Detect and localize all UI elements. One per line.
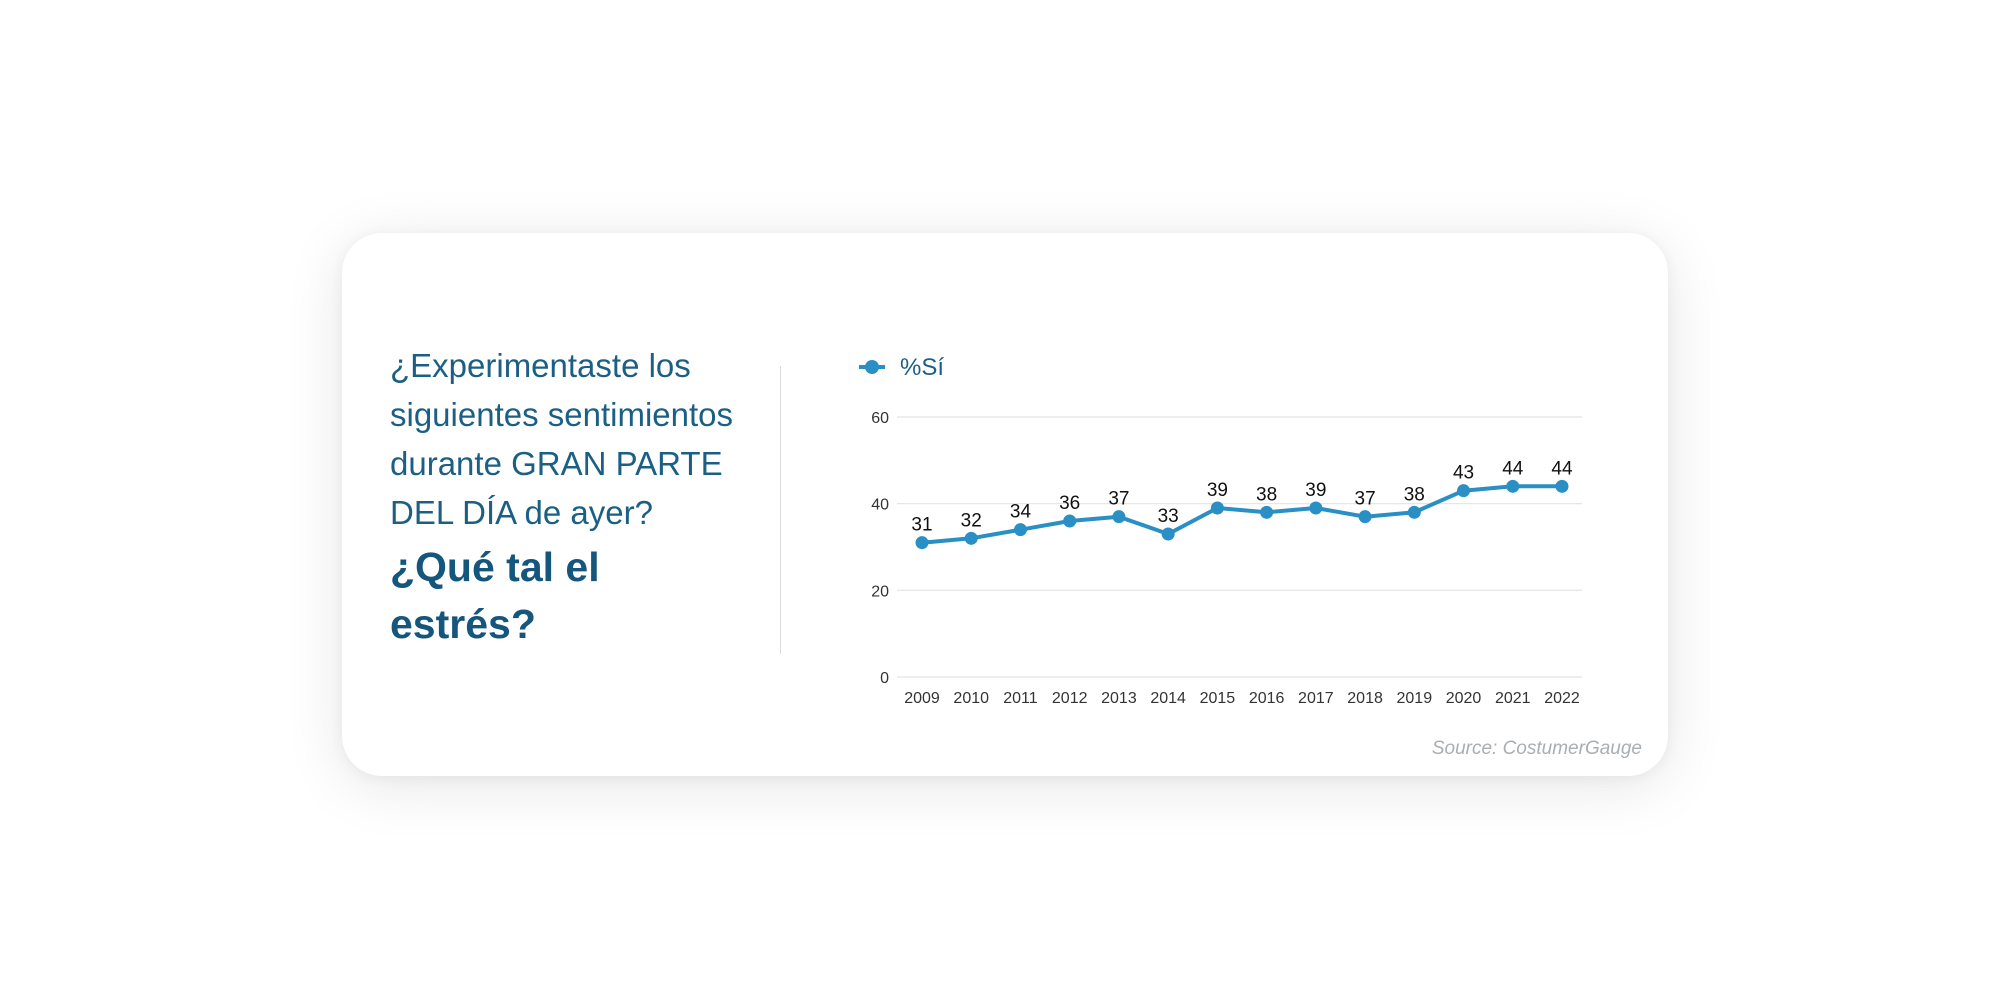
data-label: 34 [1010, 502, 1032, 523]
x-tick-label: 2020 [1446, 690, 1482, 707]
data-point [1457, 484, 1471, 498]
data-label: 37 [1108, 489, 1129, 510]
data-point [915, 536, 929, 550]
line-chart: %Sí 0 20 40 60 2009 2010 2011 2012 2013 2014 2015… [859, 354, 1582, 707]
grid [897, 416, 1582, 678]
data-label: 39 [1207, 480, 1228, 501]
x-tick-label: 2019 [1397, 690, 1433, 707]
data-label: 32 [961, 510, 982, 531]
x-tick-label: 2022 [1544, 690, 1580, 707]
x-axis-ticks: 2009 2010 2011 2012 2013 2014 2015 2016 2017 2018… [904, 690, 1580, 707]
question-bold: ¿Qué tal el estrés? [390, 544, 600, 647]
data-point [1309, 501, 1323, 515]
x-tick-label: 2013 [1101, 690, 1137, 707]
x-tick-label: 2009 [904, 690, 940, 707]
x-tick-label: 2010 [953, 690, 989, 707]
data-point [1358, 510, 1372, 524]
question-text: ¿Experimentaste los siguientes sentimien… [390, 341, 750, 653]
data-label: 36 [1059, 493, 1080, 514]
y-tick-label: 40 [871, 497, 889, 514]
legend-label: %Sí [900, 354, 944, 381]
x-tick-label: 2011 [1003, 690, 1038, 707]
series-line [915, 479, 1569, 550]
data-label: 38 [1256, 484, 1277, 505]
series-line [920, 484, 1564, 545]
y-tick-label: 20 [871, 583, 889, 600]
data-label: 38 [1404, 484, 1425, 505]
data-label: 39 [1305, 480, 1326, 501]
data-point [1506, 479, 1520, 493]
x-tick-label: 2016 [1249, 690, 1285, 707]
data-point [1210, 501, 1224, 515]
data-point [1063, 514, 1077, 528]
data-label: 44 [1551, 458, 1573, 479]
data-point [964, 531, 978, 545]
data-point [1555, 479, 1569, 493]
data-point [1260, 505, 1274, 519]
data-point [1112, 510, 1126, 524]
x-tick-label: 2012 [1052, 690, 1088, 707]
legend-marker-icon [865, 360, 879, 374]
source-note: Source: CostumerGauge [1431, 738, 1642, 759]
data-label: 31 [911, 515, 932, 536]
y-axis-ticks: 0 20 40 60 [871, 410, 889, 687]
legend: %Sí [859, 354, 944, 381]
data-point [1013, 523, 1027, 537]
divider [780, 366, 781, 654]
x-tick-label: 2018 [1347, 690, 1383, 707]
data-point [1407, 505, 1421, 519]
y-tick-label: 0 [880, 670, 889, 687]
chart-card: ¿Experimentaste los siguientes sentimien… [342, 233, 1668, 776]
y-tick-label: 60 [871, 410, 889, 427]
x-tick-label: 2021 [1495, 690, 1531, 707]
x-tick-label: 2015 [1200, 690, 1236, 707]
data-label: 37 [1355, 489, 1376, 510]
x-tick-label: 2017 [1298, 690, 1334, 707]
data-point [1161, 527, 1175, 541]
data-labels: 31 32 34 36 37 33 39 38 39 37 38 43 44 44 [911, 458, 1573, 535]
question-main: ¿Experimentaste los siguientes sentimien… [390, 347, 734, 531]
x-tick-label: 2014 [1150, 690, 1186, 707]
data-label: 44 [1502, 458, 1524, 479]
data-label: 33 [1158, 506, 1179, 527]
data-label: 43 [1453, 463, 1474, 484]
